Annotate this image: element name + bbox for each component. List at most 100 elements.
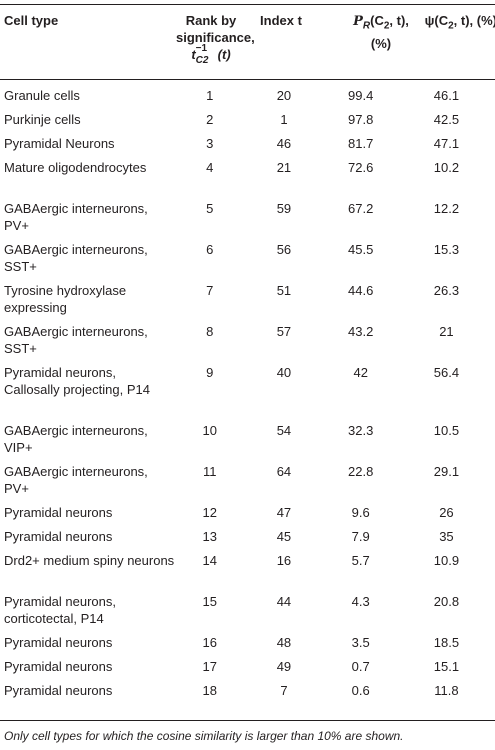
cell-type-cell: Pyramidal neurons, corticotectal, P14 [4, 594, 116, 626]
index-cell: 46 [276, 136, 292, 151]
psi-cell: 35 [439, 529, 454, 544]
header-psi-sub: 2 [448, 20, 454, 32]
pr-cell: 67.2 [348, 201, 374, 216]
rank-cell: 13 [202, 529, 217, 544]
pr-cell: 0.7 [351, 659, 370, 674]
psi-cell: 15.3 [433, 242, 460, 257]
header-pr-args: (C [370, 13, 384, 28]
cell-type-cell: GABAergic interneurons, SST+ [4, 242, 148, 274]
table-row: Pyramidal neurons 13 45 7.9 35 [0, 528, 495, 552]
index-cell: 44 [276, 594, 292, 609]
table-row: Pyramidal neurons 18 7 0.6 11.8 [0, 682, 495, 706]
header-cell-type: Cell type [4, 13, 59, 28]
rank-cell: 17 [202, 659, 217, 674]
rank-cell: 18 [202, 683, 217, 698]
header-rank-line2: significance, [176, 30, 255, 45]
table-row: Tyrosine hydroxylase expressing 7 51 44.6 26… [0, 282, 495, 323]
table-row: Pyramidal neurons 16 48 3.5 18.5 [0, 634, 495, 658]
cell-type-cell: Granule cells [4, 88, 80, 103]
rank-cell: 3 [206, 136, 214, 151]
cell-type-cell: Purkinje cells [4, 112, 81, 127]
table-row: GABAergic interneurons, SST+ 6 56 45.5 15.3 [0, 241, 495, 282]
pr-cell: 99.4 [348, 88, 374, 103]
header-psi: ψ(C2, t), (%) [402, 12, 495, 35]
header-index: Index t [256, 12, 306, 29]
rank-cell: 15 [202, 594, 217, 609]
index-cell: 20 [276, 88, 292, 103]
pr-cell: 81.7 [348, 136, 374, 151]
pr-cell: 4.3 [351, 594, 370, 609]
psi-cell: 47.1 [433, 136, 460, 151]
cell-type-cell: Drd2+ medium spiny neurons [4, 553, 175, 568]
header-pr-line2: (%) [370, 35, 392, 51]
pr-cell: 5.7 [351, 553, 370, 568]
table-row: Pyramidal Neurons 3 46 81.7 47.1 [0, 135, 495, 159]
table-row: GABAergic interneurons, PV+ 11 64 22.8 29.1 [0, 463, 495, 504]
header-rank-t: t [191, 47, 196, 62]
pr-cell: 45.5 [348, 242, 374, 257]
rank-cell: 6 [206, 242, 214, 257]
cell-type-cell: Pyramidal neurons [4, 505, 113, 520]
psi-cell: 12.2 [433, 201, 460, 216]
index-cell: 49 [276, 659, 292, 674]
header-pr-args-sub: 2 [383, 20, 390, 32]
header-rank-line1: Rank by [185, 13, 237, 28]
psi-cell: 46.1 [433, 88, 460, 103]
rank-cell: 10 [202, 423, 217, 438]
index-cell: 51 [276, 283, 292, 298]
footnote: Only cell types for which the cosine sim… [4, 729, 404, 743]
rank-cell: 1 [206, 88, 214, 103]
psi-cell: 56.4 [433, 365, 460, 380]
index-cell: 54 [276, 423, 292, 438]
pr-cell: 32.3 [348, 423, 374, 438]
table-row: Drd2+ medium spiny neurons 14 16 5.7 10.9 [0, 552, 495, 593]
cell-type-cell: Pyramidal neurons [4, 683, 113, 698]
header-psi-head: ψ(C [424, 13, 449, 28]
psi-cell: 26 [439, 505, 454, 520]
rank-cell: 14 [202, 553, 217, 568]
psi-cell: 18.5 [433, 635, 460, 650]
table-row: Pyramidal neurons, corticotectal, P14 15 4… [0, 593, 495, 634]
rank-cell: 12 [202, 505, 217, 520]
rank-cell: 11 [202, 464, 217, 479]
header-pr-line1: PR(C2, t), [325, 12, 437, 35]
cell-type-cell: GABAergic interneurons, VIP+ [4, 423, 148, 455]
index-cell: 1 [280, 112, 288, 127]
index-cell: 47 [276, 505, 292, 520]
table-row: Pyramidal neurons 17 49 0.7 15.1 [0, 658, 495, 682]
top-rule [0, 4, 495, 5]
header-rank-sub: C2 [195, 55, 209, 66]
cell-type-cell: Mature oligodendrocytes [4, 160, 147, 175]
table-row: GABAergic interneurons, SST+ 8 57 43.2 21 [0, 323, 495, 364]
header-rule [0, 79, 495, 80]
rank-cell: 8 [206, 324, 214, 339]
rank-cell: 16 [202, 635, 217, 650]
pr-cell: 72.6 [348, 160, 374, 175]
pr-cell: 44.6 [348, 283, 374, 298]
cell-type-cell: Pyramidal neurons, Callosally projecting… [4, 365, 150, 397]
cell-type-cell: Pyramidal neurons [4, 529, 113, 544]
data-table: Granule cells 1 20 99.4 46.1 Purkinje cells 2 1… [0, 87, 495, 706]
index-cell: 45 [276, 529, 292, 544]
pr-cell: 22.8 [348, 464, 374, 479]
cell-type-cell: Pyramidal neurons [4, 635, 113, 650]
index-cell: 7 [280, 683, 288, 698]
psi-cell: 21 [439, 324, 454, 339]
header-psi-tail: , t), (%) [453, 13, 495, 28]
index-cell: 57 [276, 324, 292, 339]
index-cell: 56 [276, 242, 292, 257]
psi-cell: 26.3 [433, 283, 460, 298]
header-rank-tail: (t) [217, 47, 231, 62]
cell-type-cell: GABAergic interneurons, SST+ [4, 324, 148, 356]
index-cell: 59 [276, 201, 292, 216]
psi-cell: 10.5 [433, 423, 460, 438]
rank-cell: 9 [206, 365, 214, 380]
header-rank-sup: −1 [195, 43, 208, 54]
cell-type-cell: Pyramidal neurons [4, 659, 113, 674]
table-row: Pyramidal neurons, Callosally projecting… [0, 364, 495, 422]
header-rank-line3: t −1 C2 (t) [176, 43, 246, 66]
table-row: Granule cells 1 20 99.4 46.1 [0, 87, 495, 111]
psi-cell: 10.9 [433, 553, 460, 568]
psi-cell: 42.5 [433, 112, 460, 127]
header-pr: PR(C2, t), (%) [325, 12, 437, 52]
